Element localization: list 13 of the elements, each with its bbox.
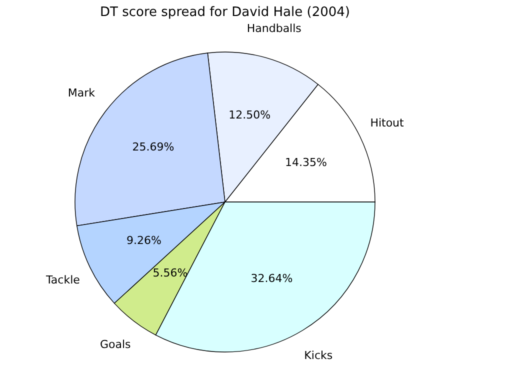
data-label: 25.69% [132, 140, 174, 154]
data-label: 5.56% [152, 266, 188, 280]
slice-label: Kicks [304, 348, 333, 362]
slice-label: Mark [68, 86, 96, 100]
data-label: 32.64% [250, 272, 293, 285]
data-label: 12.50% [228, 108, 271, 122]
slice-label: Hitout [370, 116, 405, 130]
chart-title: DT score spread for David Hale (2004) [100, 4, 350, 20]
slice-label: Goals [100, 338, 132, 351]
data-label: 14.35% [285, 156, 327, 169]
slice-label: Handballs [246, 22, 302, 35]
data-label: 9.26% [126, 234, 162, 248]
slice-label: Tackle [45, 273, 80, 286]
